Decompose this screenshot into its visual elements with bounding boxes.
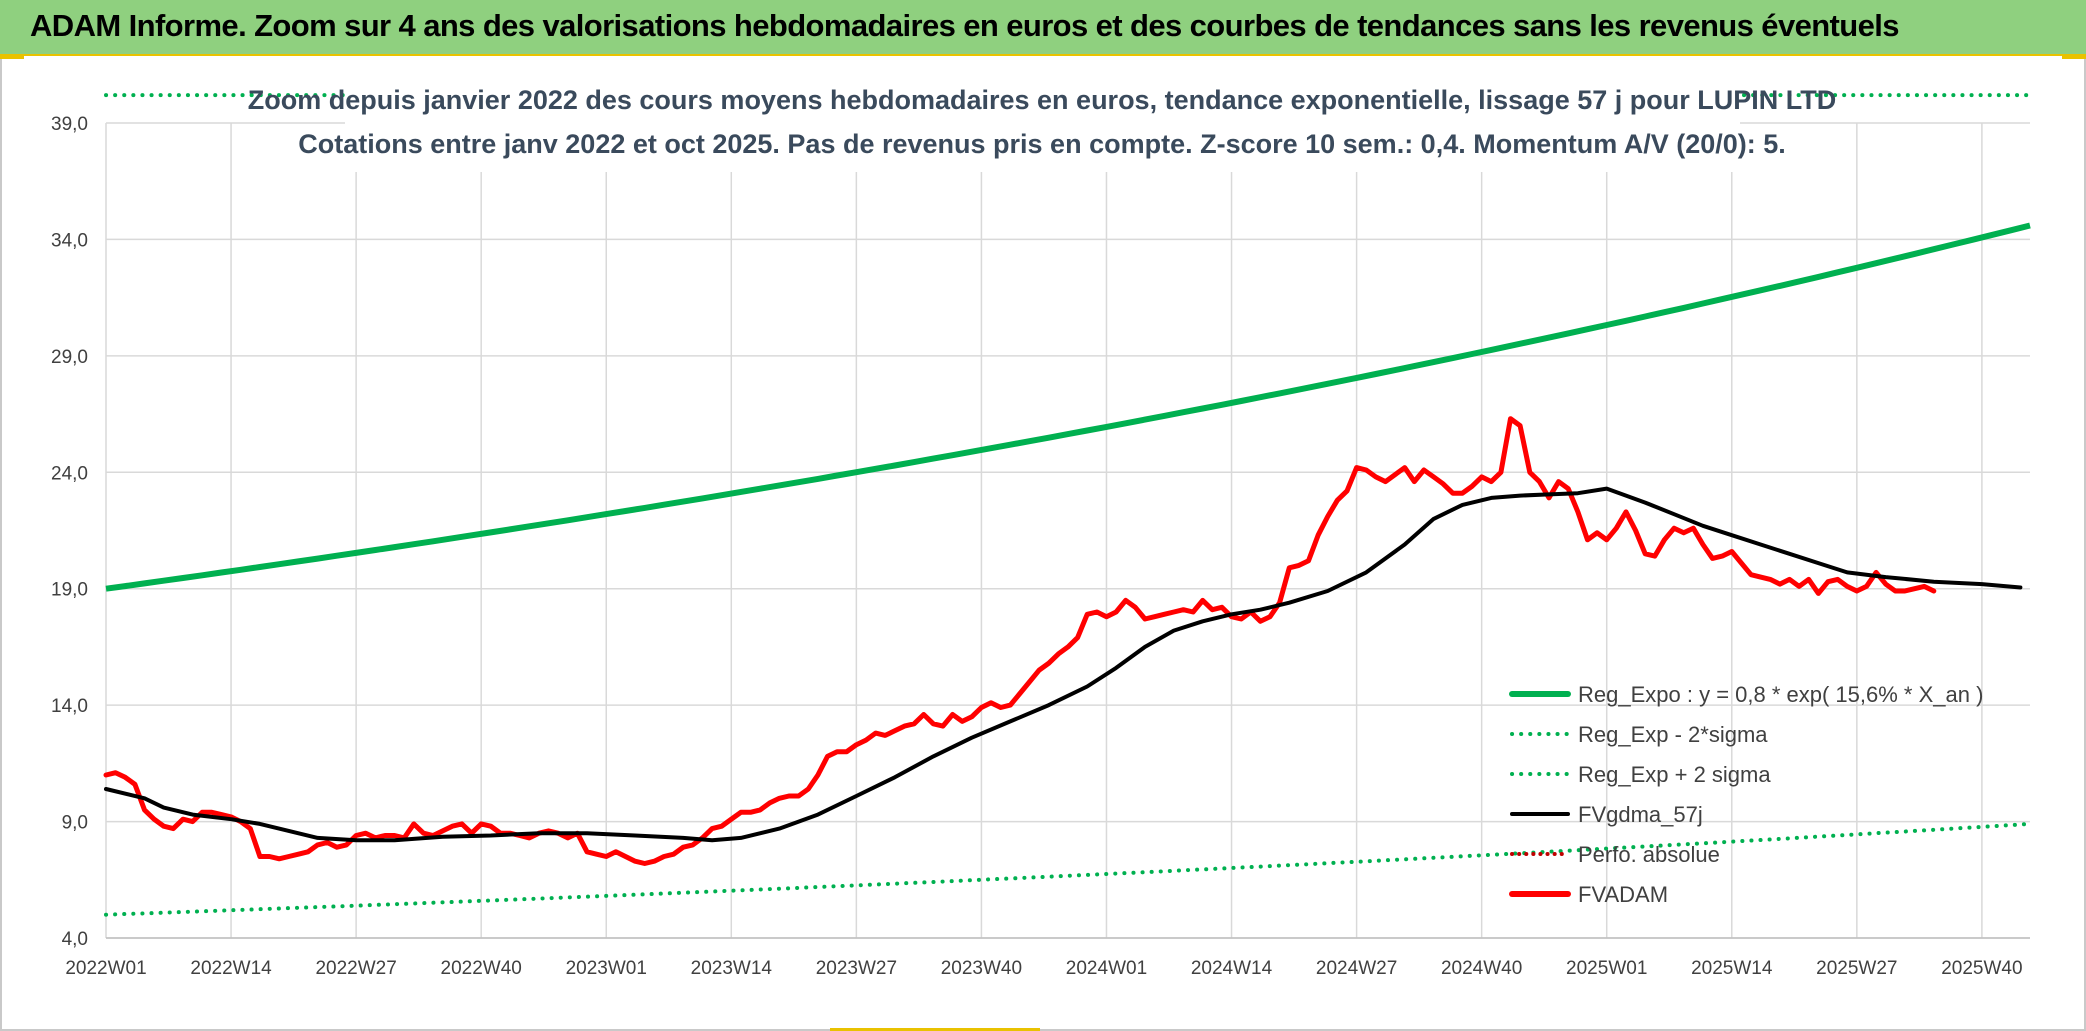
grid bbox=[105, 122, 2030, 939]
axes: 4,0 9,0 14,0 19,0 24,0 29,0 34,0 39,0 2022W01 202… bbox=[51, 114, 2030, 979]
x-tick-label: 2025W27 bbox=[1816, 958, 1897, 979]
x-tick-label: 2023W01 bbox=[566, 958, 647, 979]
legend-label-reg-exp-minus-2-sigma: Reg_Exp - 2*sigma bbox=[1578, 722, 1768, 747]
x-tick-label: 2023W14 bbox=[691, 958, 773, 979]
y-tick-label: 19,0 bbox=[51, 580, 88, 601]
legend-label-perfo-absolue: Perfo. absolue bbox=[1578, 842, 1720, 867]
x-tick-label: 2025W14 bbox=[1691, 958, 1773, 979]
legend-label-fvgdma-57j: FVgdma_57j bbox=[1578, 802, 1703, 827]
y-tick-label: 39,0 bbox=[51, 114, 88, 135]
subtitle-background bbox=[345, 80, 1740, 172]
y-tick-label: 4,0 bbox=[62, 929, 88, 950]
y-tick-label: 29,0 bbox=[51, 347, 88, 368]
chart-title: Zoom depuis janvier 2022 des cours moyen… bbox=[248, 85, 1836, 115]
report-title: ADAM Informe. Zoom sur 4 ans des valoris… bbox=[30, 8, 1900, 43]
x-tick-label: 2025W01 bbox=[1566, 958, 1647, 979]
bottom-accent bbox=[830, 1028, 1040, 1031]
legend-label-reg-exp-plus-2-sigma: Reg_Exp + 2 sigma bbox=[1578, 762, 1771, 787]
y-tick-label: 24,0 bbox=[51, 463, 88, 484]
x-tick-label: 2022W27 bbox=[315, 958, 396, 979]
legend-label-reg-expo: Reg_Expo : y = 0,8 * exp( 15,6% * X_an ) bbox=[1578, 682, 1983, 707]
x-tick-label: 2025W40 bbox=[1941, 958, 2022, 979]
series-layer bbox=[103, 93, 2032, 917]
series-reg-exp-minus-2-sigma bbox=[104, 821, 2032, 917]
x-tick-label: 2023W27 bbox=[816, 958, 897, 979]
x-tick-label: 2023W40 bbox=[941, 958, 1022, 979]
x-tick-label: 2024W14 bbox=[1191, 958, 1273, 979]
series-fvadam bbox=[103, 416, 1937, 866]
x-tick-label: 2024W01 bbox=[1066, 958, 1147, 979]
series-fvgdma-57j bbox=[104, 486, 2023, 843]
banner-accent-left bbox=[0, 54, 24, 59]
y-tick-label: 14,0 bbox=[51, 696, 88, 717]
banner-accent-right bbox=[2062, 54, 2086, 59]
x-tick-label: 2024W27 bbox=[1316, 958, 1397, 979]
chart-subtitle: Cotations entre janv 2022 et oct 2025. P… bbox=[298, 129, 1786, 159]
legend: Reg_Expo : y = 0,8 * exp( 15,6% * X_an )… bbox=[1509, 682, 1983, 907]
report-banner: ADAM Informe. Zoom sur 4 ans des valoris… bbox=[0, 0, 2086, 56]
x-tick-label: 2024W40 bbox=[1441, 958, 1522, 979]
y-tick-label: 34,0 bbox=[51, 230, 88, 251]
x-tick-label: 2022W01 bbox=[65, 958, 146, 979]
x-tick-label: 2022W40 bbox=[441, 958, 522, 979]
y-tick-label: 9,0 bbox=[62, 813, 88, 834]
x-tick-label: 2022W14 bbox=[190, 958, 272, 979]
series-reg-expo bbox=[105, 222, 2031, 592]
legend-label-fvadam: FVADAM bbox=[1578, 882, 1668, 907]
